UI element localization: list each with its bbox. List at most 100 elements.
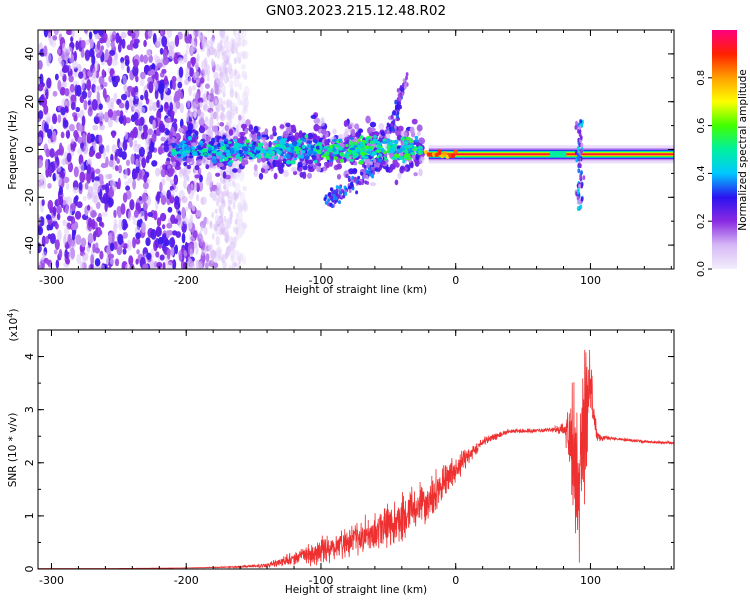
spectral-blob [41, 235, 46, 248]
spectral-blob [178, 66, 184, 78]
spectral-blob [67, 215, 73, 222]
spectral-blob [272, 140, 279, 144]
spectral-blob [333, 199, 337, 204]
spectral-blob [369, 121, 377, 128]
spectral-blob [188, 85, 192, 97]
spectral-blob [214, 208, 218, 214]
spectral-blob [410, 152, 415, 156]
spectral-blob [242, 39, 248, 46]
spectral-blob [207, 94, 211, 100]
spectral-blob [394, 179, 399, 186]
spectral-blob [52, 130, 57, 142]
spectral-blob [336, 173, 342, 180]
spectral-blob [298, 166, 303, 172]
spectral-blob [195, 259, 199, 267]
spectral-blob [166, 261, 173, 269]
spectral-blob [218, 204, 224, 211]
spectral-blob [178, 250, 183, 263]
spectral-blob [128, 95, 135, 102]
spectral-blob [297, 161, 303, 169]
spectral-blob [47, 32, 52, 42]
spectral-blob [72, 187, 79, 194]
spectral-blob [375, 140, 381, 144]
spectral-blob [53, 30, 60, 36]
spectral-blob [298, 131, 302, 139]
spectral-blob [100, 162, 108, 169]
spectral-blob [366, 176, 370, 181]
spectral-blob [199, 83, 204, 94]
spectral-blob [196, 193, 200, 202]
spectral-blob [230, 210, 234, 218]
spectral-blob [227, 141, 232, 144]
snr-series-line [38, 349, 674, 569]
spectral-blob [338, 138, 343, 143]
spectral-blob [324, 151, 330, 155]
spectral-blob [152, 119, 156, 130]
spectral-blob [392, 158, 398, 166]
spectral-blob [369, 146, 374, 149]
spectral-blob [256, 136, 261, 140]
spectral-blob [147, 30, 154, 38]
spectral-blob [91, 99, 98, 111]
spectral-blob [574, 125, 578, 130]
spectral-blob [393, 110, 397, 115]
spectral-blob [232, 179, 236, 188]
spectral-blob [221, 107, 225, 113]
spectral-blob [218, 150, 223, 155]
spectral-blob [163, 145, 170, 153]
spectral-blob [109, 49, 116, 56]
spectral-blob [170, 110, 175, 117]
spectral-blob [96, 91, 101, 103]
spectral-blob [124, 131, 129, 140]
spectral-blob [406, 136, 411, 141]
spectral-blob [102, 192, 109, 205]
spectral-blob [371, 166, 375, 171]
spectral-blob [116, 158, 120, 165]
spectral-blob [353, 141, 358, 146]
spectral-blob [88, 217, 93, 228]
spectral-blob [409, 161, 414, 169]
spectral-blob [174, 90, 181, 103]
spectral-blob [52, 35, 58, 41]
spectral-blob [189, 262, 196, 269]
snr-x-ticks: -300 -200 -100 0 100 [39, 330, 672, 587]
spectral-blob [354, 123, 360, 130]
spectral-blob [80, 162, 85, 174]
spectral-blob [133, 112, 139, 121]
spectral-blob [285, 160, 292, 165]
spectral-blob [210, 110, 214, 117]
spectral-blob [224, 66, 228, 75]
spectral-blob [61, 98, 68, 107]
spectral-blob [369, 161, 373, 166]
spectral-blob [188, 155, 194, 159]
spectral-blob [108, 173, 113, 180]
snr-y-label: SNR (10 * v/v) [7, 413, 19, 488]
spectral-blob [67, 233, 72, 245]
spectral-blob [187, 256, 191, 264]
spectral-blob [230, 254, 234, 261]
spectral-blob [227, 161, 233, 166]
spectral-blob [453, 149, 458, 154]
spectral-blob [405, 72, 409, 77]
spectral-blob [112, 180, 117, 192]
spectral-blob [45, 148, 51, 158]
spectral-blob [209, 221, 213, 230]
spectral-blob [159, 123, 166, 133]
spectral-blob [115, 75, 121, 83]
spectral-blob [396, 111, 400, 116]
spectral-blob [174, 34, 180, 47]
spectral-blob [176, 76, 182, 83]
spectral-blob [76, 84, 82, 97]
spectral-blob [143, 128, 148, 140]
spectral-blob [579, 204, 583, 210]
spectral-blob [238, 57, 242, 64]
spectral-blob [80, 39, 86, 49]
spectral-blob [370, 173, 374, 178]
spectral-blob [315, 145, 321, 150]
spectral-blob [161, 178, 166, 186]
spectral-blob [191, 57, 196, 67]
spectral-blob [206, 30, 213, 33]
spectral-blob [442, 151, 448, 156]
spectral-blob [57, 176, 62, 186]
y-tick-label: 20 [23, 95, 36, 109]
